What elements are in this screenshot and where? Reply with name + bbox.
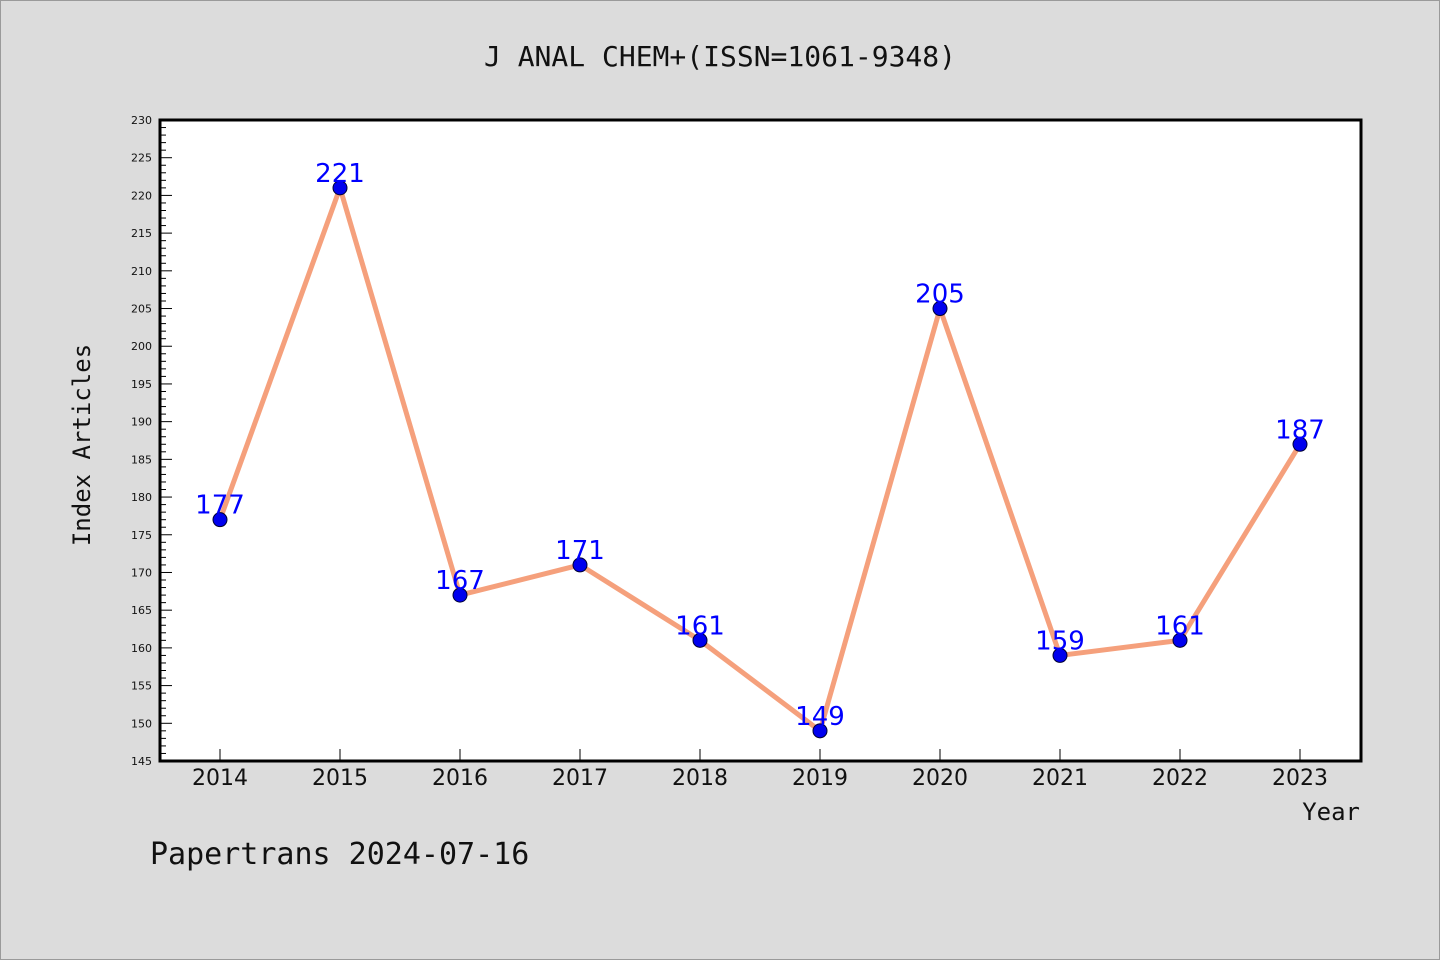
x-tick-label: 2019 bbox=[792, 766, 848, 791]
plot-border bbox=[158, 118, 1363, 763]
data-label: 161 bbox=[1155, 611, 1205, 641]
y-tick-label: 185 bbox=[131, 453, 152, 466]
x-tick-label: 2014 bbox=[192, 766, 248, 791]
footer-text: Papertrans 2024-07-16 bbox=[150, 837, 529, 872]
data-label: 177 bbox=[195, 491, 245, 521]
series-line bbox=[217, 185, 1303, 734]
x-tick-label: 2023 bbox=[1272, 766, 1328, 791]
series-markers bbox=[212, 180, 1308, 739]
y-tick-label: 210 bbox=[131, 265, 152, 278]
y-axis-label: Index Articles bbox=[68, 344, 96, 546]
y-tick-label: 225 bbox=[131, 152, 152, 165]
data-label: 167 bbox=[435, 566, 485, 596]
x-tick-label: 2020 bbox=[912, 766, 968, 791]
data-label: 149 bbox=[795, 702, 845, 732]
y-tick-label: 215 bbox=[131, 227, 152, 240]
chart-title: J ANAL CHEM+(ISSN=1061-9348) bbox=[484, 40, 956, 73]
y-tick-label: 195 bbox=[131, 378, 152, 391]
x-tick-label: 2015 bbox=[312, 766, 368, 791]
x-tick-label: 2016 bbox=[432, 766, 488, 791]
data-point bbox=[452, 587, 468, 603]
y-tick-label: 220 bbox=[131, 189, 152, 202]
y-axis-ticks: 145 150 155 160 165 170 175 180 185 190 195 200 205 2… bbox=[131, 114, 172, 768]
data-point bbox=[212, 512, 228, 528]
data-label: 159 bbox=[1035, 626, 1085, 656]
y-tick-label: 165 bbox=[131, 604, 152, 617]
x-tick-label: 2021 bbox=[1032, 766, 1088, 791]
data-point bbox=[332, 180, 348, 196]
y-tick-label: 175 bbox=[131, 529, 152, 542]
data-label: 161 bbox=[675, 611, 725, 641]
y-tick-label: 160 bbox=[131, 642, 152, 655]
x-axis-ticks: 2014 2015 2016 2017 2018 2019 2020 2021 2022 2023 bbox=[192, 749, 1328, 791]
data-point bbox=[1292, 436, 1308, 452]
x-axis-label: Year bbox=[1302, 798, 1360, 826]
y-tick-label: 205 bbox=[131, 303, 152, 316]
data-point bbox=[692, 632, 708, 648]
y-tick-label: 145 bbox=[131, 755, 152, 768]
data-point bbox=[1172, 632, 1188, 648]
data-point bbox=[1052, 647, 1068, 663]
y-tick-label: 150 bbox=[131, 717, 152, 730]
data-point bbox=[932, 301, 948, 317]
data-label: 205 bbox=[915, 280, 965, 310]
data-label: 171 bbox=[555, 536, 605, 566]
y-tick-label: 200 bbox=[131, 340, 152, 353]
data-point bbox=[572, 557, 588, 573]
plot-area bbox=[160, 120, 1361, 761]
data-label: 221 bbox=[315, 159, 365, 189]
y-tick-label: 155 bbox=[131, 680, 152, 693]
x-tick-label: 2017 bbox=[552, 766, 608, 791]
y-tick-label: 170 bbox=[131, 566, 152, 579]
x-tick-label: 2018 bbox=[672, 766, 728, 791]
data-labels: 177 221 167 171 161 149 205 159 161 187 bbox=[195, 159, 1325, 732]
y-tick-label: 190 bbox=[131, 416, 152, 429]
data-point bbox=[812, 723, 828, 739]
y-tick-label: 180 bbox=[131, 491, 152, 504]
x-tick-label: 2022 bbox=[1152, 766, 1208, 791]
y-tick-label: 230 bbox=[131, 114, 152, 127]
data-label: 187 bbox=[1275, 415, 1325, 445]
